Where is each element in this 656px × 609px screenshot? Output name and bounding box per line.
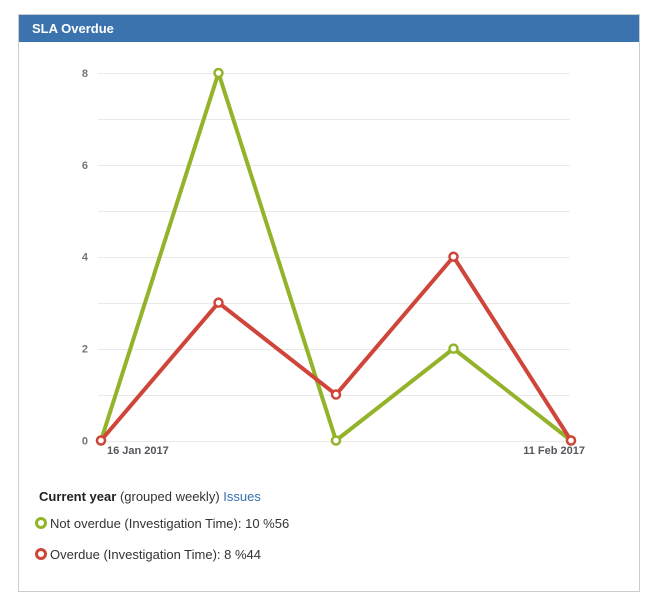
legend-item-overdue: Overdue (Investigation Time): 8 %44 (35, 546, 261, 562)
sla-overdue-gadget: SLA Overdue 0 2 4 6 8 16 Jan 2017 11 Feb 2017 … (18, 14, 640, 592)
issues-link[interactable]: Issues (223, 489, 261, 504)
sla-line-chart: 0 2 4 6 8 16 Jan 2017 11 Feb 2017 (82, 67, 585, 457)
legend-item-not-overdue: Not overdue (Investigation Time): 10 %56 (35, 515, 290, 531)
x-axis-tick-label: 11 Feb 2017 (523, 445, 585, 457)
y-axis-tick-label: 2 (82, 344, 88, 356)
data-point[interactable] (330, 389, 342, 400)
data-point[interactable] (95, 435, 107, 446)
data-point[interactable] (213, 67, 224, 79)
data-point[interactable] (330, 435, 342, 446)
data-point[interactable] (565, 435, 577, 446)
data-point[interactable] (213, 297, 224, 308)
legend-period-label: Current year (39, 489, 117, 504)
gadget-header[interactable]: SLA Overdue (19, 15, 639, 42)
gadget-title: SLA Overdue (32, 21, 114, 36)
legend-grouping-label: (grouped weekly) (119, 489, 220, 504)
y-axis-tick-label: 8 (82, 68, 88, 80)
not-overdue-marker-icon (35, 517, 47, 529)
legend-item-label: Not overdue (Investigation Time): 10 %56 (50, 515, 290, 531)
legend-item-label: Overdue (Investigation Time): 8 %44 (50, 546, 261, 562)
series-line (99, 70, 573, 443)
y-axis-tick-label: 4 (82, 252, 89, 264)
chart-area: 0 2 4 6 8 16 Jan 2017 11 Feb 2017 (19, 42, 639, 478)
data-point[interactable] (448, 251, 459, 262)
overdue-marker-icon (35, 548, 47, 560)
y-axis-tick-label: 0 (82, 436, 88, 448)
y-axis-tick-label: 6 (82, 160, 88, 172)
legend-title: Current year (grouped weekly) Issues (39, 489, 261, 504)
x-axis-tick-label: 16 Jan 2017 (107, 445, 169, 457)
series-line (99, 254, 573, 443)
data-point[interactable] (448, 343, 459, 354)
